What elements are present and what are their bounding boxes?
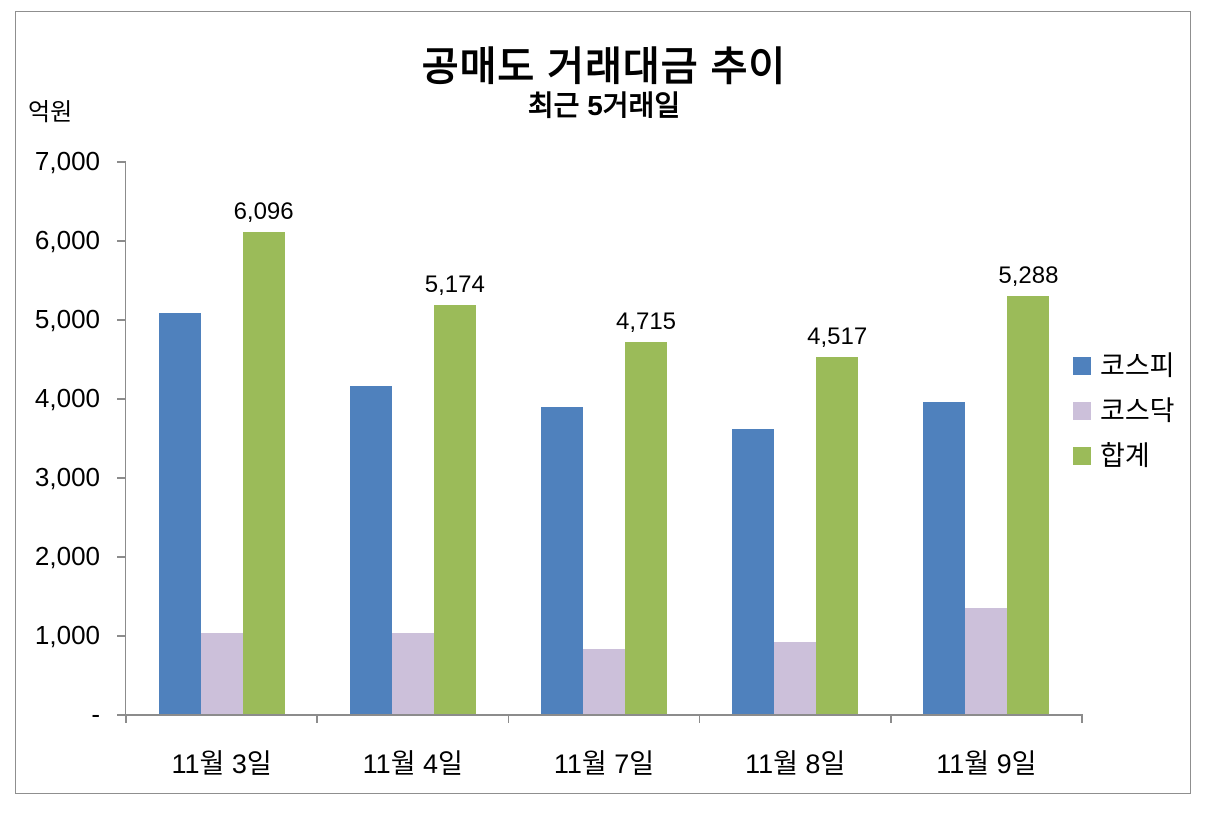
x-category-label-3: 11월 8일 — [745, 749, 846, 779]
legend-label-kosdaq: 코스닥 — [1100, 396, 1175, 426]
bar-value-label-1: 5,174 — [424, 271, 485, 299]
x-axis-tick — [316, 714, 318, 723]
bar-value-label-2: 4,715 — [615, 307, 677, 335]
bar-kospi-3 — [732, 429, 775, 714]
y-axis-tick — [117, 556, 126, 558]
y-tick-label: 5,000 — [34, 304, 100, 334]
bar-kosdaq-4 — [965, 608, 1008, 714]
legend-label-total: 합계 — [1100, 441, 1150, 471]
legend-marker-kosdaq-icon — [1073, 402, 1091, 420]
bar-kospi-0 — [158, 313, 201, 714]
y-tick-label: 2,000 — [34, 541, 100, 571]
x-category-label-4: 11월 9일 — [936, 749, 1037, 779]
legend-item-total: 합계 — [1073, 442, 1175, 470]
bar-value-label-4: 5,288 — [998, 262, 1059, 290]
bar-kospi-4 — [923, 401, 966, 714]
bar-kosdaq-3 — [774, 641, 817, 714]
y-tick-label: 4,000 — [34, 383, 100, 413]
x-axis-tick — [1081, 714, 1083, 723]
bar-kosdaq-0 — [200, 632, 243, 714]
bar-kosdaq-2 — [583, 648, 625, 714]
bar-kosdaq-1 — [391, 632, 434, 714]
y-axis-tick — [117, 477, 126, 479]
y-axis-tick — [117, 319, 126, 321]
y-tick-label: 7,000 — [34, 146, 100, 176]
bar-value-label-0: 6,096 — [233, 198, 294, 226]
x-axis-line — [126, 714, 1082, 716]
bar-total-2 — [625, 341, 667, 714]
y-axis-tick — [117, 240, 126, 242]
legend-label-kospi: 코스피 — [1100, 351, 1175, 381]
x-category-label-1: 11월 4일 — [362, 749, 463, 779]
y-tick-label: 6,000 — [34, 225, 100, 255]
legend: 코스피 코스닥 합계 — [1073, 352, 1175, 487]
chart-title: 공매도 거래대금 추이 — [421, 45, 787, 89]
legend-marker-kospi-icon — [1073, 357, 1091, 375]
x-axis-tick — [890, 714, 892, 723]
x-category-label-2: 11월 7일 — [553, 749, 655, 779]
y-axis-tick — [117, 714, 126, 716]
y-tick-label: 3,000 — [34, 462, 100, 492]
legend-marker-total-icon — [1073, 447, 1091, 465]
bar-kospi-1 — [349, 386, 392, 714]
legend-item-kosdaq: 코스닥 — [1073, 397, 1175, 425]
bar-total-3 — [816, 357, 859, 714]
x-axis-tick — [125, 714, 127, 723]
legend-item-kospi: 코스피 — [1073, 352, 1175, 380]
bar-total-1 — [433, 305, 476, 714]
y-axis-line — [124, 161, 126, 714]
bar-total-0 — [242, 232, 285, 714]
chart-subtitle: 최근 5거래일 — [527, 90, 681, 121]
y-axis-unit-label: 억원 — [28, 99, 73, 126]
x-category-label-0: 11월 3일 — [171, 749, 272, 779]
bar-value-label-3: 4,517 — [807, 323, 868, 351]
bar-total-4 — [1007, 296, 1050, 714]
y-axis-tick — [117, 635, 126, 637]
y-axis-tick — [117, 161, 126, 163]
y-axis-tick — [117, 398, 126, 400]
x-axis-tick — [507, 714, 510, 723]
bar-kospi-2 — [541, 406, 583, 714]
y-tick-label: - — [91, 699, 100, 729]
y-tick-label: 1,000 — [34, 620, 100, 650]
chart-frame — [15, 11, 1191, 794]
x-axis-tick — [698, 714, 701, 723]
